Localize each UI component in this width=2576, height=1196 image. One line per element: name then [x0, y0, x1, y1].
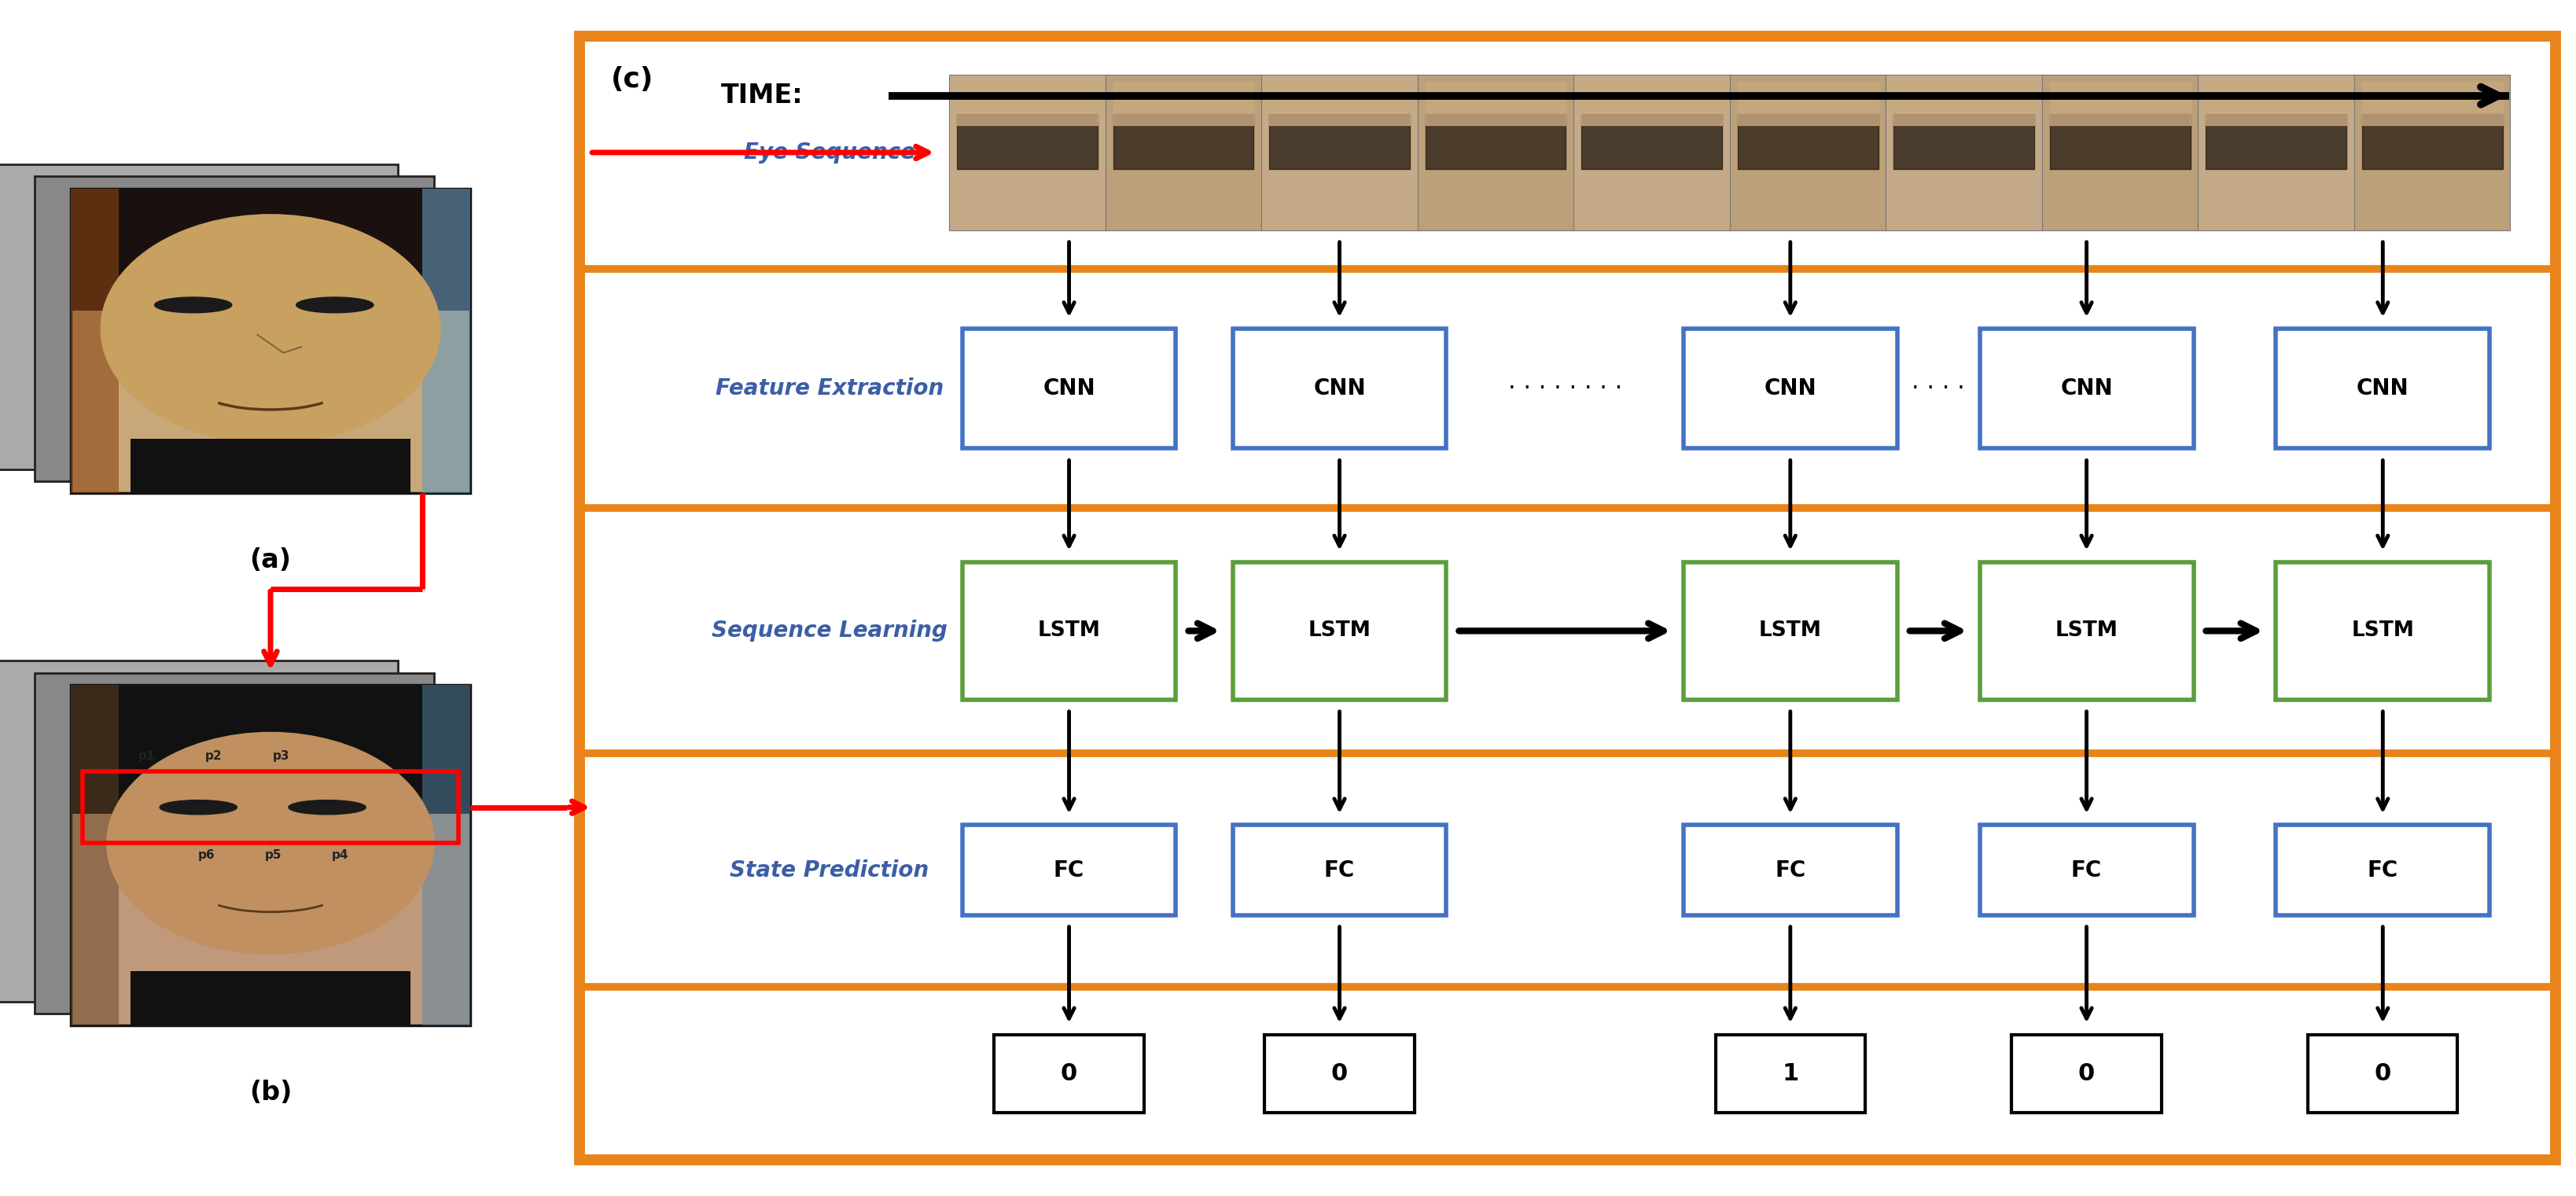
FancyBboxPatch shape — [1981, 562, 2195, 700]
Text: 0: 0 — [2079, 1062, 2094, 1085]
Ellipse shape — [155, 297, 232, 313]
FancyBboxPatch shape — [70, 189, 469, 311]
FancyBboxPatch shape — [1265, 1035, 1414, 1112]
Text: LSTM: LSTM — [1309, 621, 1370, 641]
FancyBboxPatch shape — [70, 189, 469, 494]
FancyBboxPatch shape — [70, 684, 118, 1026]
FancyBboxPatch shape — [2012, 1035, 2161, 1112]
Text: LSTM: LSTM — [2352, 621, 2414, 641]
FancyBboxPatch shape — [2308, 1035, 2458, 1112]
Text: p3: p3 — [273, 750, 289, 762]
Text: Eye Sequence: Eye Sequence — [744, 141, 914, 164]
FancyBboxPatch shape — [963, 825, 1175, 915]
Text: LSTM: LSTM — [2056, 621, 2117, 641]
Text: CNN: CNN — [2061, 378, 2112, 399]
Text: p2: p2 — [206, 750, 222, 762]
Text: LSTM: LSTM — [1038, 621, 1100, 641]
FancyBboxPatch shape — [1685, 562, 1896, 700]
FancyBboxPatch shape — [1234, 825, 1448, 915]
Text: Feature Extraction: Feature Extraction — [716, 378, 943, 399]
Ellipse shape — [289, 800, 366, 814]
FancyBboxPatch shape — [580, 36, 2555, 1160]
Ellipse shape — [160, 800, 237, 814]
Ellipse shape — [296, 297, 374, 313]
FancyBboxPatch shape — [963, 562, 1175, 700]
FancyBboxPatch shape — [1731, 74, 1886, 230]
FancyBboxPatch shape — [1886, 74, 2043, 230]
FancyBboxPatch shape — [2354, 74, 2512, 230]
FancyBboxPatch shape — [2043, 74, 2197, 230]
Ellipse shape — [100, 214, 440, 444]
Text: · · · · · · · ·: · · · · · · · · — [1507, 377, 1623, 401]
Text: p5: p5 — [265, 849, 281, 861]
Text: CNN: CNN — [1314, 378, 1365, 399]
FancyBboxPatch shape — [2277, 562, 2488, 700]
Text: p4: p4 — [332, 849, 348, 861]
FancyBboxPatch shape — [1716, 1035, 1865, 1112]
Text: (b): (b) — [250, 1079, 291, 1105]
Text: TIME:: TIME: — [721, 83, 804, 109]
Text: FC: FC — [1324, 859, 1355, 881]
FancyBboxPatch shape — [70, 684, 469, 1026]
Text: CNN: CNN — [1043, 378, 1095, 399]
Text: 0: 0 — [1332, 1062, 1347, 1085]
FancyBboxPatch shape — [1981, 825, 2195, 915]
FancyBboxPatch shape — [131, 439, 410, 494]
FancyBboxPatch shape — [1981, 329, 2195, 448]
FancyBboxPatch shape — [2277, 825, 2488, 915]
Text: (c): (c) — [611, 66, 654, 92]
FancyBboxPatch shape — [2197, 74, 2354, 230]
Text: FC: FC — [1775, 859, 1806, 881]
Text: 0: 0 — [1061, 1062, 1077, 1085]
Text: State Prediction: State Prediction — [729, 859, 930, 881]
FancyBboxPatch shape — [0, 164, 397, 469]
FancyBboxPatch shape — [1685, 825, 1896, 915]
FancyBboxPatch shape — [422, 189, 469, 494]
FancyBboxPatch shape — [948, 74, 1105, 230]
FancyBboxPatch shape — [1574, 74, 1731, 230]
FancyBboxPatch shape — [70, 684, 469, 814]
FancyBboxPatch shape — [963, 329, 1175, 448]
FancyBboxPatch shape — [1234, 329, 1448, 448]
Text: p6: p6 — [198, 849, 214, 861]
Text: FC: FC — [2071, 859, 2102, 881]
FancyBboxPatch shape — [994, 1035, 1144, 1112]
FancyBboxPatch shape — [1234, 562, 1448, 700]
Text: CNN: CNN — [2357, 378, 2409, 399]
FancyBboxPatch shape — [422, 684, 469, 1026]
Text: p1: p1 — [139, 750, 155, 762]
FancyBboxPatch shape — [33, 176, 433, 482]
Text: 1: 1 — [1783, 1062, 1798, 1085]
FancyBboxPatch shape — [33, 672, 433, 1014]
Text: (a): (a) — [250, 548, 291, 573]
FancyBboxPatch shape — [131, 971, 410, 1026]
Text: 0: 0 — [2375, 1062, 2391, 1085]
FancyBboxPatch shape — [2277, 329, 2488, 448]
Text: · · · ·: · · · · — [1911, 377, 1965, 401]
FancyBboxPatch shape — [0, 660, 397, 1002]
Text: LSTM: LSTM — [1759, 621, 1821, 641]
FancyBboxPatch shape — [1417, 74, 1574, 230]
Text: CNN: CNN — [1765, 378, 1816, 399]
Text: FC: FC — [2367, 859, 2398, 881]
Text: FC: FC — [1054, 859, 1084, 881]
Text: Sequence Learning: Sequence Learning — [711, 620, 948, 642]
FancyBboxPatch shape — [1685, 329, 1896, 448]
FancyBboxPatch shape — [1105, 74, 1262, 230]
FancyBboxPatch shape — [1262, 74, 1417, 230]
Ellipse shape — [106, 732, 435, 954]
FancyBboxPatch shape — [70, 189, 118, 494]
